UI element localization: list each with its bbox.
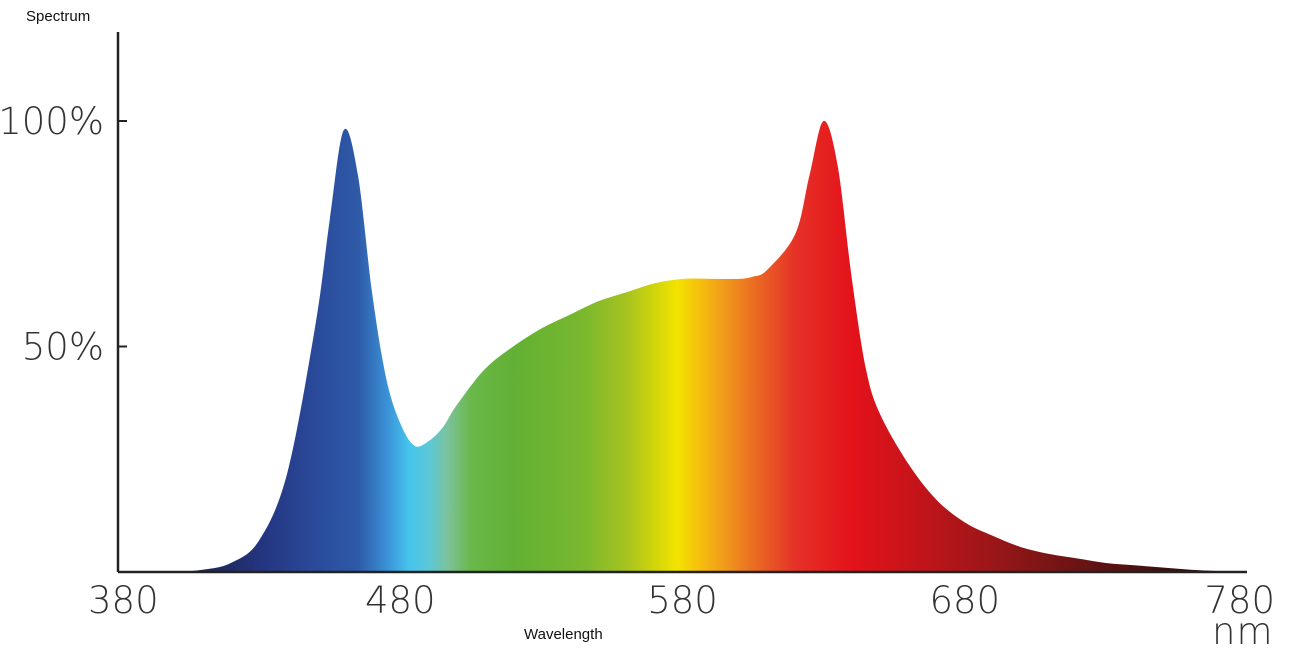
x-tick-label: 380 [88,579,159,622]
y-tick-label: 100% [0,100,104,143]
y-tick-label: 50% [22,326,104,369]
y-axis-title: Spectrum [26,8,91,25]
x-tick-label: 780 [1204,579,1275,622]
x-axis-unit: nm [1212,610,1274,653]
spectrum-area [118,120,1247,573]
x-tick-label: 580 [647,579,718,622]
plot-area: 50% 100% 380 480 580 680 780 [0,32,1275,622]
x-tick-label: 680 [929,579,1000,622]
x-tick-label: 480 [365,579,436,622]
x-axis-title: Wavelength [524,626,603,643]
